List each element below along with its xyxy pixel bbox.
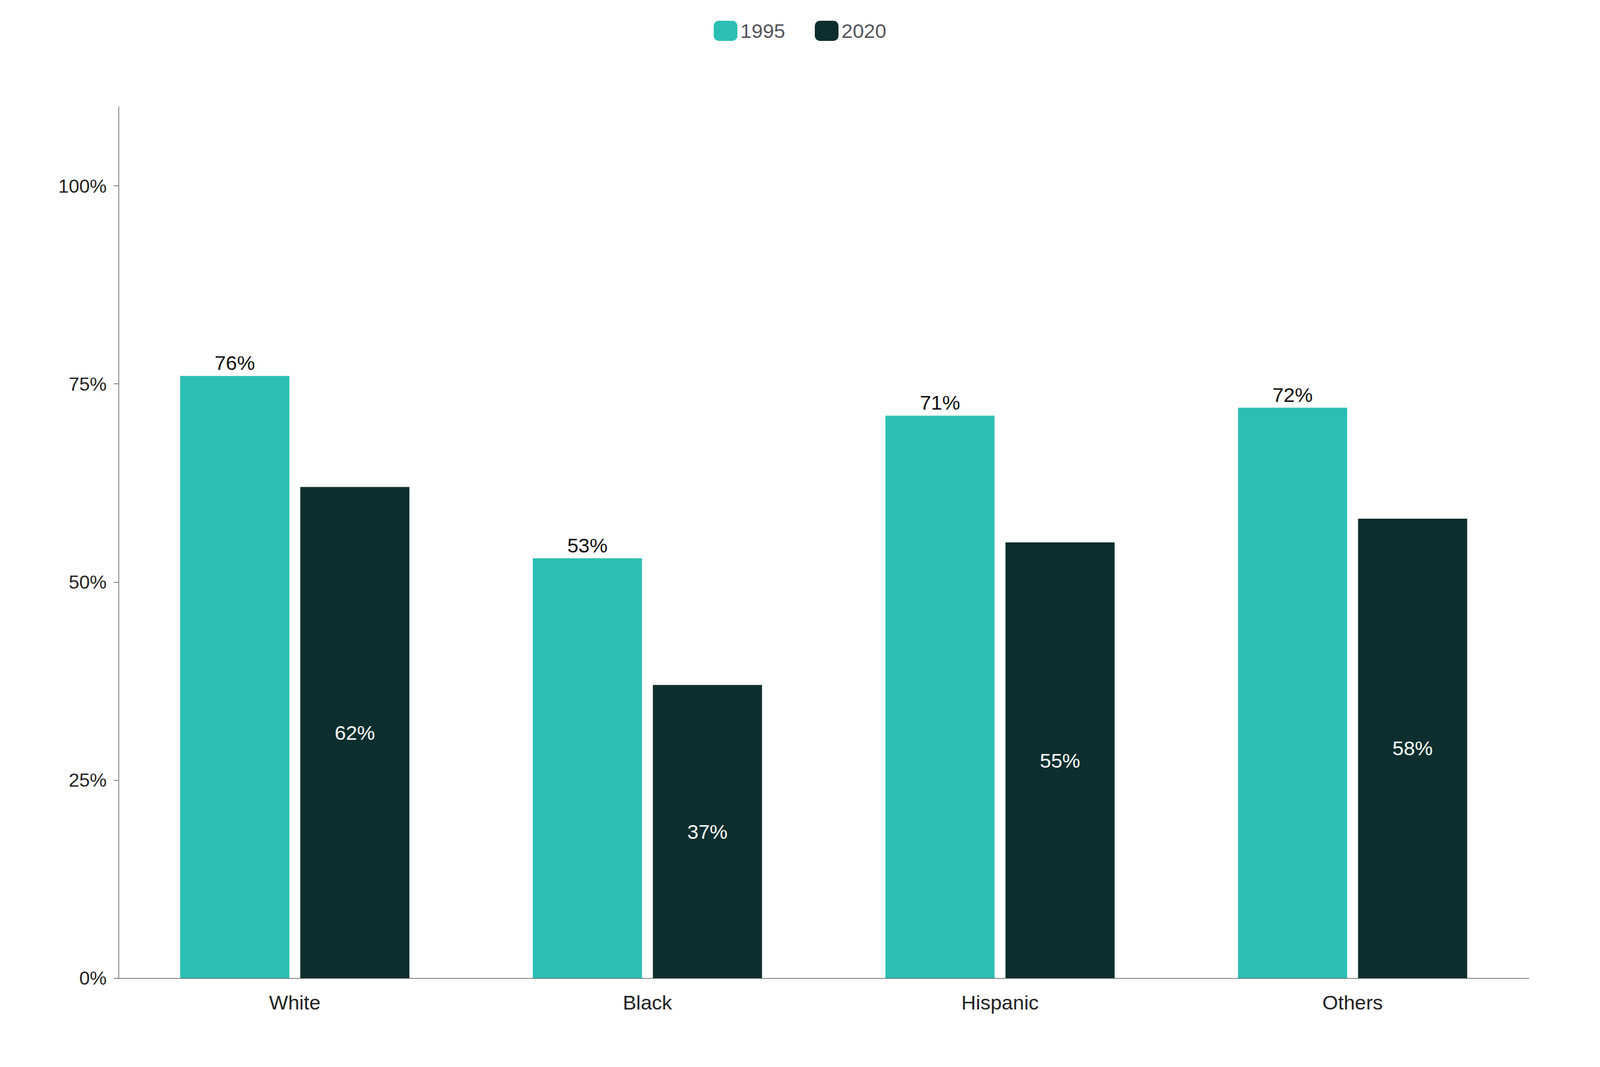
svg-text:62%: 62% bbox=[334, 721, 376, 744]
svg-text:2020: 2020 bbox=[841, 19, 887, 43]
svg-text:0%: 0% bbox=[79, 967, 107, 989]
svg-text:53%: 53% bbox=[567, 533, 608, 557]
svg-text:71%: 71% bbox=[919, 391, 960, 414]
svg-text:100%: 100% bbox=[58, 175, 107, 197]
svg-text:75%: 75% bbox=[68, 373, 107, 395]
svg-text:37%: 37% bbox=[687, 820, 728, 843]
svg-text:White: White bbox=[269, 990, 321, 1014]
svg-text:55%: 55% bbox=[1040, 749, 1081, 772]
svg-text:25%: 25% bbox=[68, 769, 107, 791]
svg-text:1995: 1995 bbox=[740, 19, 786, 43]
svg-text:50%: 50% bbox=[68, 571, 107, 593]
svg-text:Others: Others bbox=[1322, 990, 1383, 1014]
svg-text:Black: Black bbox=[622, 990, 673, 1014]
svg-text:72%: 72% bbox=[1272, 383, 1313, 406]
svg-text:58%: 58% bbox=[1392, 736, 1433, 760]
svg-text:76%: 76% bbox=[214, 351, 255, 374]
svg-text:Hispanic: Hispanic bbox=[961, 990, 1039, 1014]
